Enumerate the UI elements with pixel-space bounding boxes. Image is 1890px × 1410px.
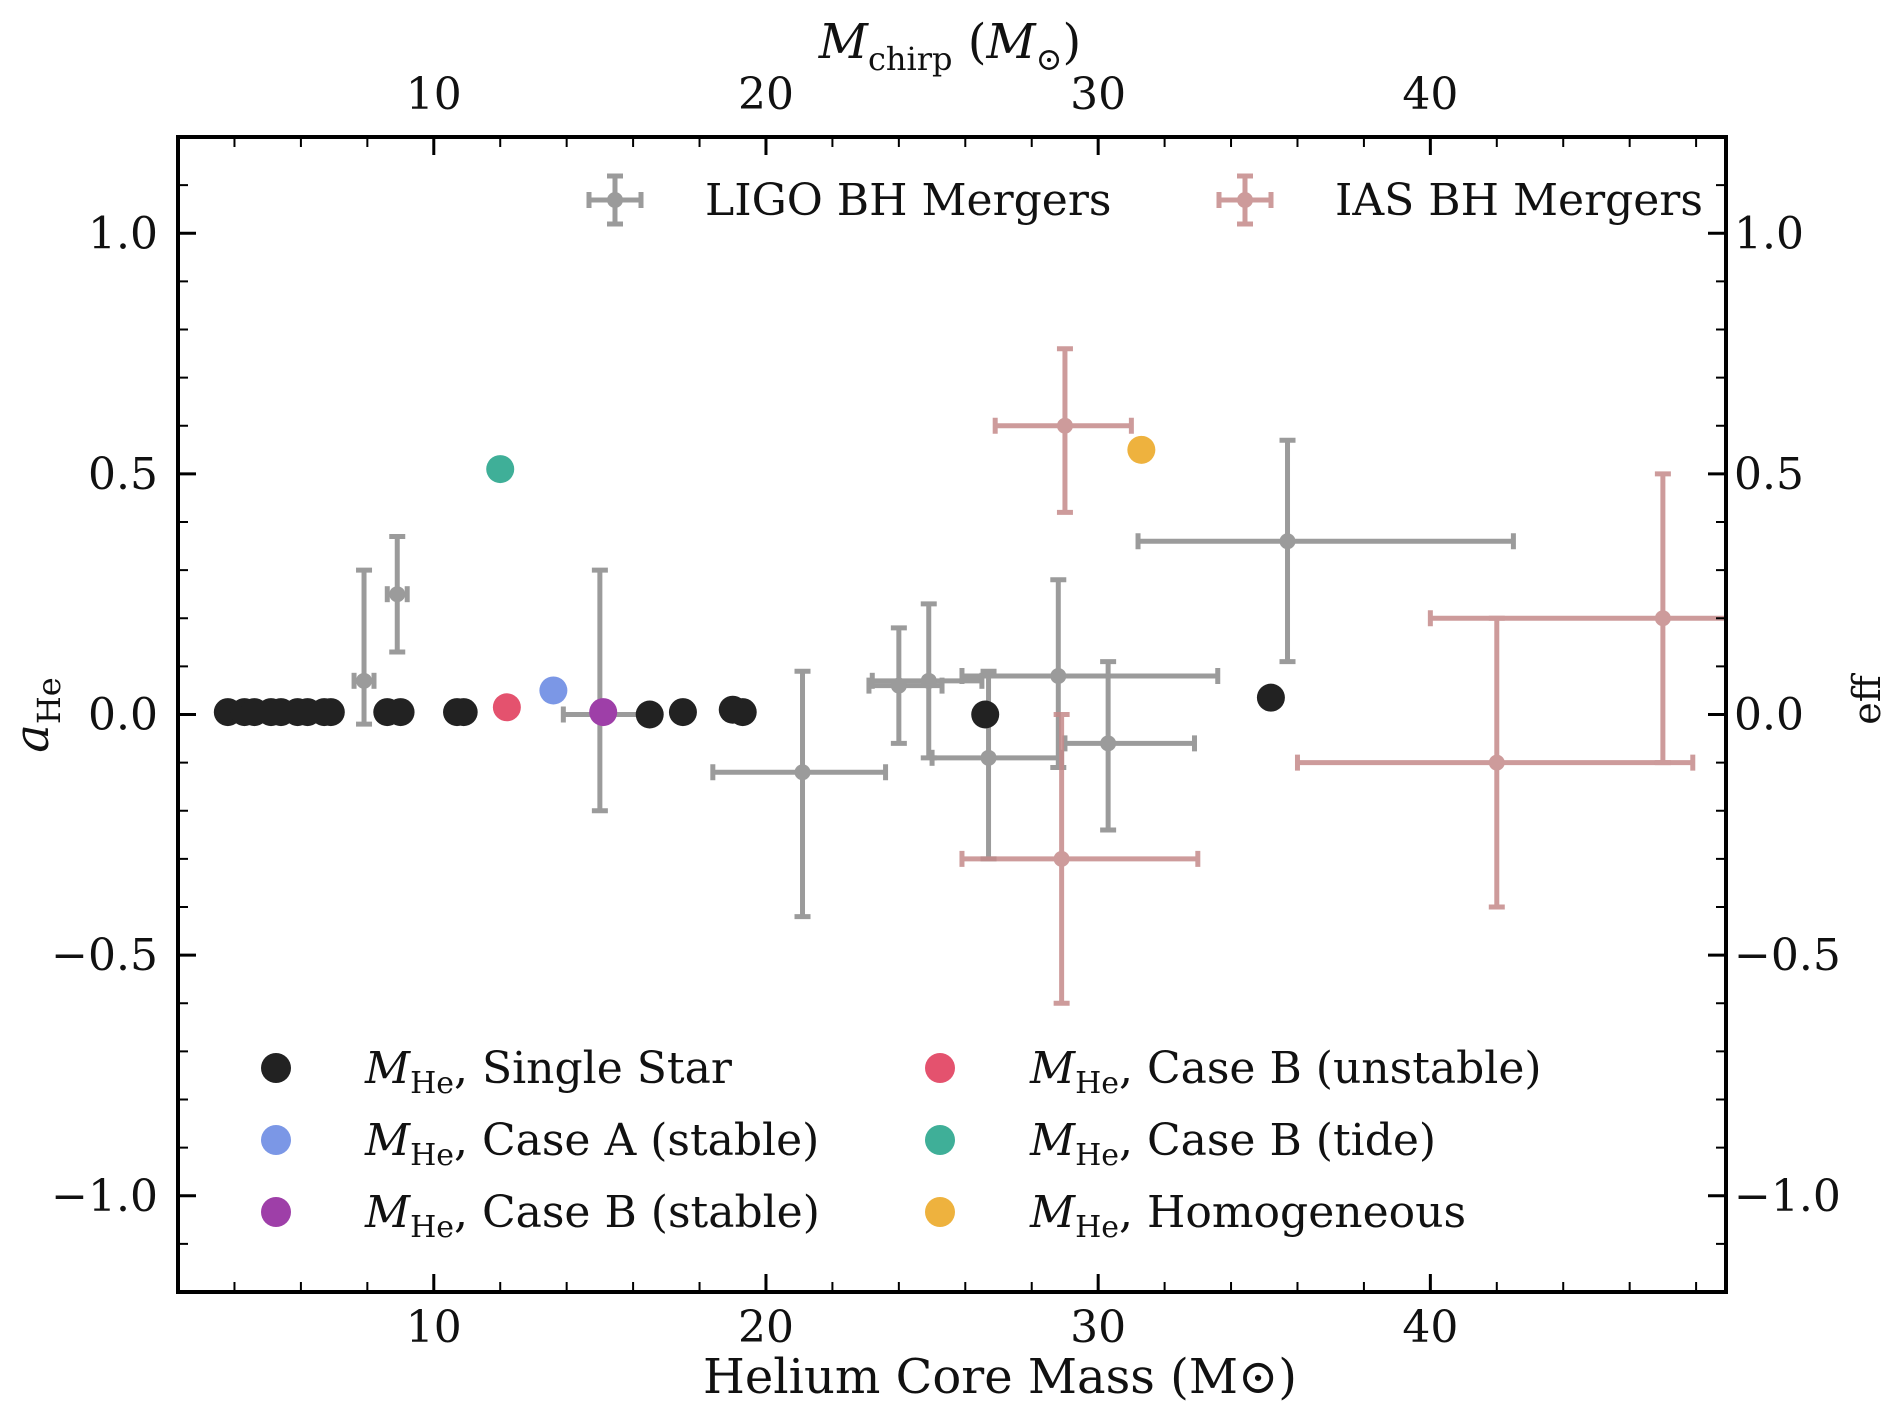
errorbar-point (356, 672, 373, 689)
legend-scatter-label: MHe, Case B (stable) (364, 1187, 820, 1245)
tick-label-layer: 10 10 20 20 30 30 40 40 −1.0 −1.0 −0.5 −0.5 0.0 0.0 0.… (51, 69, 1841, 1353)
x-tick-label: 10 (406, 1302, 462, 1353)
point-layer (213, 435, 1285, 729)
plot-frame (176, 135, 1728, 1294)
errorbar-series-0 (351, 437, 1516, 920)
legend-scatter-marker (261, 1197, 291, 1227)
scatter-point-series-1 (539, 676, 568, 705)
x-tick-label: 20 (738, 1302, 794, 1353)
legend-scatter-series: MHe, Single Star MHe, Case B (unstable) MH… (261, 1043, 1542, 1245)
scatter-point-series-3 (492, 693, 521, 722)
top-x-tick-label: 30 (1070, 69, 1126, 120)
x-tick-label: 40 (1402, 1302, 1458, 1353)
errorbar-point (1050, 668, 1067, 684)
scatter-point-series-2 (589, 698, 618, 727)
legend-scatter-marker (925, 1125, 955, 1155)
scatter-point-series-4 (486, 455, 515, 484)
scatter-point-series-0 (1256, 683, 1285, 712)
y-tick-label: −0.5 (51, 930, 158, 981)
right-y-tick-label: 0.0 (1734, 690, 1804, 741)
scatter-point-series-0 (635, 700, 664, 729)
legend-scatter-marker (925, 1053, 955, 1083)
scatter-point-series-5 (1127, 435, 1156, 464)
x-tick-label: 30 (1070, 1302, 1126, 1353)
top-x-tick-label: 40 (1402, 69, 1458, 120)
y-axis-title: aHe (4, 677, 68, 752)
scatter-point-series-0 (971, 700, 1000, 729)
right-y-tick-label: 1.0 (1734, 208, 1804, 259)
plot-area (213, 346, 1726, 1006)
errorbar-point (1056, 417, 1073, 434)
right-y-tick-label: 0.5 (1734, 449, 1804, 500)
legend-errorbar-point (1237, 192, 1253, 208)
legend-scatter-marker (261, 1125, 291, 1155)
errorbar-point (389, 586, 406, 603)
legend-scatter-label: MHe, Case A (stable) (364, 1115, 819, 1173)
y-tick-label: 1.0 (88, 208, 158, 259)
scatter-point-series-0 (668, 698, 697, 727)
errorbar-point (1279, 533, 1296, 550)
errorbar-point (1053, 850, 1070, 867)
right-axis-title: eff (1845, 672, 1889, 724)
errorbar-point (794, 764, 811, 781)
scatter-point-series-0 (449, 698, 478, 727)
top-axis-title: Mchirp (M⊙) (818, 14, 1081, 78)
top-x-tick-label: 10 (406, 69, 462, 120)
legend-errorbar-marker (1216, 173, 1274, 227)
legend-scatter-label: MHe, Case B (unstable) (1029, 1043, 1542, 1101)
legend-error-series: LIGO BH Mergers IAS BH Mergers (586, 173, 1703, 227)
y-tick-label: −1.0 (51, 1171, 158, 1222)
errorbar-series-1 (959, 346, 1726, 1006)
x-axis-title: Helium Core Mass (M⊙) (703, 1349, 1297, 1405)
scatter-point-series-0 (728, 698, 757, 727)
right-y-tick-label: −0.5 (1734, 930, 1841, 981)
legend-errorbar-point (607, 192, 623, 208)
errorbar-point (920, 672, 937, 689)
errorbar-layer (351, 346, 1726, 1006)
errorbar-point (1100, 735, 1117, 752)
y-tick-label: 0.0 (88, 690, 158, 741)
legend-errorbar-label: LIGO BH Mergers (705, 175, 1111, 226)
legend-scatter-label: MHe, Single Star (364, 1043, 733, 1101)
scatter-point-series-0 (316, 698, 345, 727)
errorbar-point (1654, 610, 1671, 627)
legend-errorbar-label: IAS BH Mergers (1335, 175, 1703, 226)
top-x-tick-label: 20 (738, 69, 794, 120)
legend-scatter-label: MHe, Homogeneous (1029, 1187, 1466, 1245)
legend-scatter-marker (261, 1053, 291, 1083)
right-y-tick-label: −1.0 (1734, 1171, 1841, 1222)
scatter-point-series-0 (386, 698, 415, 727)
legend-errorbar-marker (586, 173, 644, 227)
legend-scatter-label: MHe, Case B (tide) (1029, 1115, 1436, 1173)
errorbar-point (980, 749, 997, 766)
legend-scatter-marker (925, 1197, 955, 1227)
errorbar-point (1488, 754, 1505, 771)
y-tick-label: 0.5 (88, 449, 158, 500)
